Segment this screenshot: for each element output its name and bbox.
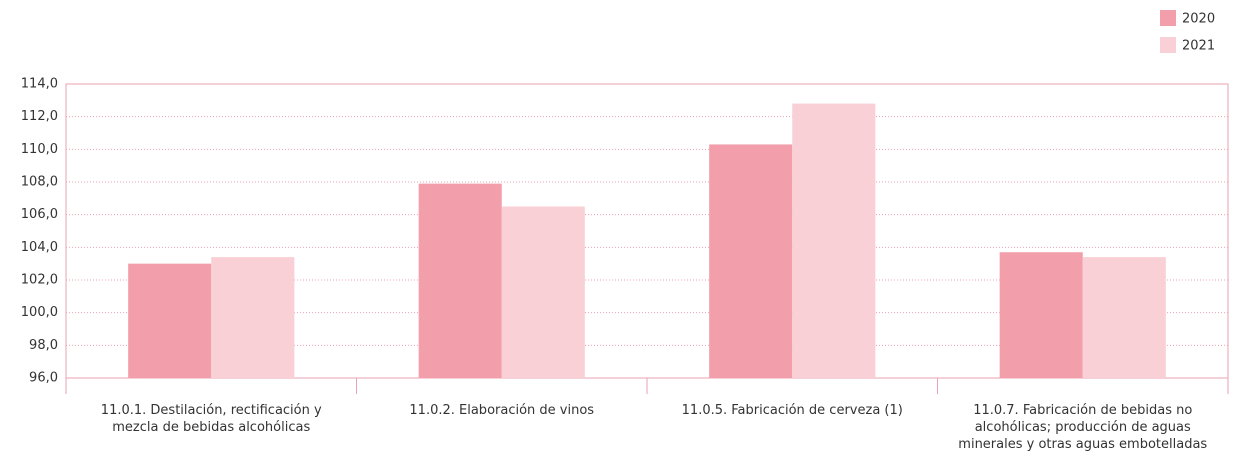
y-tick-label: 100,0: [21, 305, 58, 320]
bar: [128, 263, 212, 378]
y-tick-label: 108,0: [21, 175, 58, 190]
bar: [418, 183, 502, 378]
x-tick-label: 11.0.7. Fabricación de bebidas no alcohó…: [958, 403, 1208, 452]
legend-label: 2020: [1182, 12, 1215, 27]
bar: [1082, 257, 1166, 378]
y-tick-label: 104,0: [21, 240, 58, 255]
y-tick-label: 112,0: [21, 109, 58, 124]
y-tick-label: 114,0: [21, 77, 58, 92]
x-tick-label: 11.0.5. Fabricación de cerveza (1): [681, 403, 903, 418]
bar: [211, 257, 295, 378]
bar: [999, 252, 1083, 378]
y-tick-label: 98,0: [29, 338, 58, 353]
y-tick-label: 106,0: [21, 207, 58, 222]
bar: [709, 144, 793, 378]
x-tick-label: 11.0.1. Destilación, rectificación y mez…: [100, 403, 322, 435]
y-tick-label: 110,0: [21, 142, 58, 157]
bar: [792, 103, 876, 378]
legend-label: 2021: [1182, 39, 1215, 54]
bar: [501, 206, 585, 378]
y-tick-label: 96,0: [29, 371, 58, 386]
legend-swatch: [1160, 37, 1176, 53]
x-tick-label: 11.0.2. Elaboración de vinos: [409, 403, 595, 418]
legend-swatch: [1160, 10, 1176, 26]
y-tick-label: 102,0: [21, 273, 58, 288]
